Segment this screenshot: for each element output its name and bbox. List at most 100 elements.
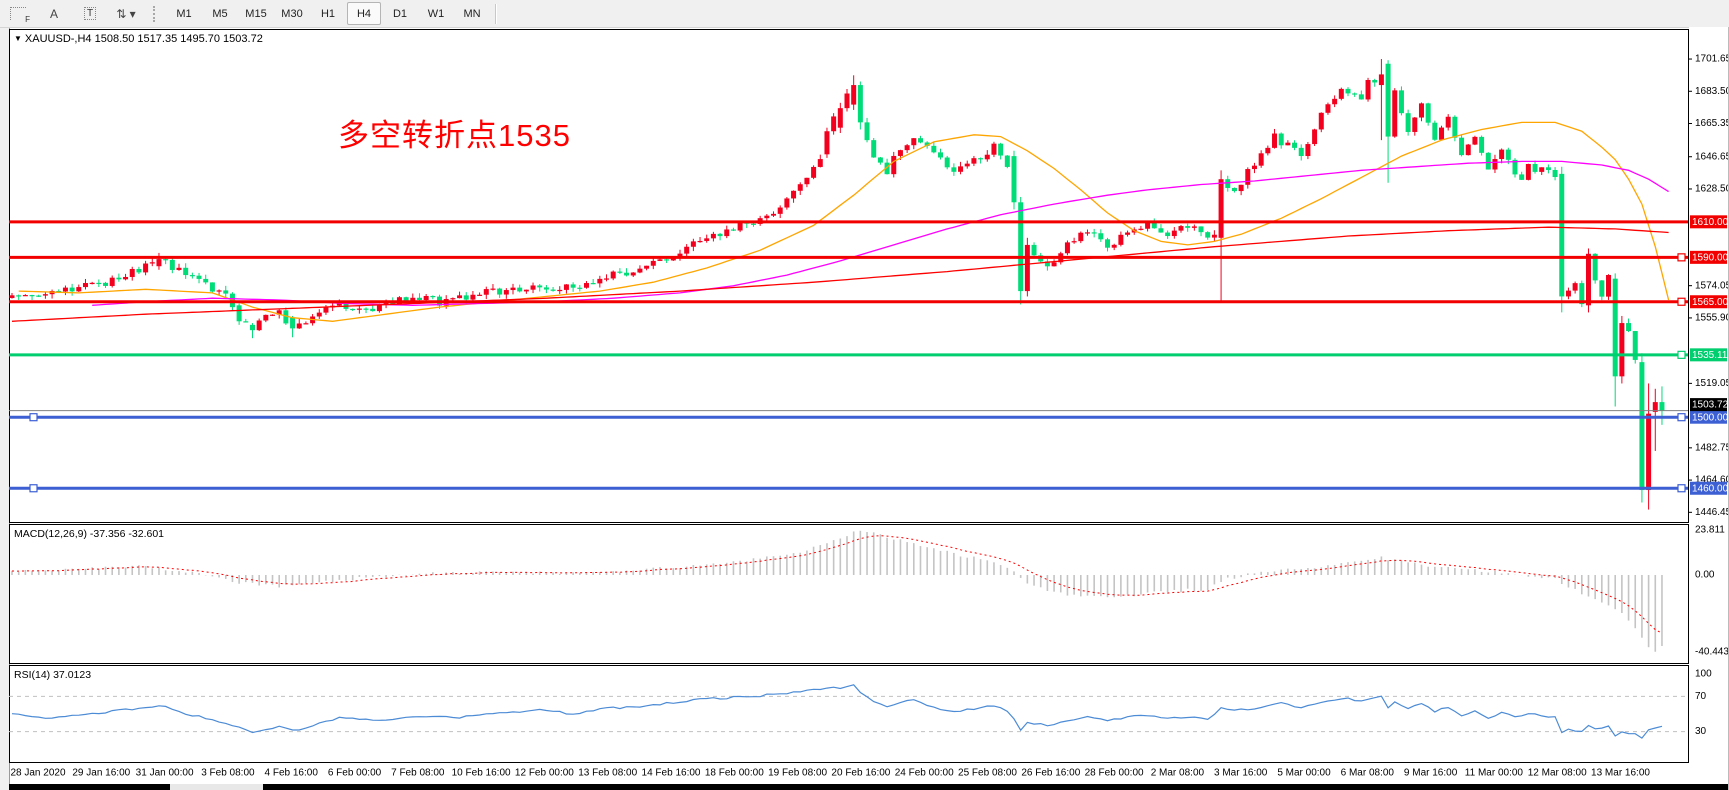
candle bbox=[1105, 239, 1111, 248]
candle bbox=[56, 291, 62, 293]
timeframe-button-m5[interactable]: M5 bbox=[212, 7, 228, 20]
cycle-arrows-icon[interactable]: ⇅ ▾ bbox=[116, 6, 136, 21]
candle bbox=[403, 297, 409, 303]
candle bbox=[877, 157, 883, 163]
label-a-icon[interactable]: A bbox=[49, 6, 58, 21]
candle bbox=[610, 271, 616, 279]
candle bbox=[209, 282, 215, 292]
date-label: 11 Mar 00:00 bbox=[1465, 768, 1524, 779]
timeframe-button-m15[interactable]: M15 bbox=[245, 7, 267, 20]
date-label: 20 Feb 16:00 bbox=[831, 768, 890, 779]
toolbar-separator bbox=[495, 3, 496, 24]
candle bbox=[550, 289, 556, 291]
candle bbox=[523, 289, 529, 292]
candle bbox=[597, 278, 603, 284]
candle bbox=[263, 314, 269, 321]
candle bbox=[644, 265, 650, 269]
level-tag-1500.00: 1500.00 bbox=[1692, 412, 1729, 423]
line-handle[interactable] bbox=[29, 484, 38, 493]
candle bbox=[657, 259, 663, 261]
candle bbox=[851, 85, 857, 105]
timeframe-button-d1[interactable]: D1 bbox=[392, 7, 408, 20]
candle bbox=[483, 289, 489, 295]
macd-pane bbox=[9, 524, 1689, 664]
candle bbox=[203, 278, 209, 283]
current-price-tag-bg bbox=[1690, 398, 1727, 412]
candle bbox=[1619, 323, 1625, 377]
candle bbox=[1098, 233, 1104, 240]
price-tick-label: 1555.90 bbox=[1695, 313, 1729, 324]
candle bbox=[256, 320, 262, 331]
candle bbox=[911, 138, 917, 146]
level-tag-1565.00-bg bbox=[1690, 295, 1727, 309]
level-tag-1500.00-bg bbox=[1690, 410, 1727, 424]
candle bbox=[497, 288, 503, 295]
candle bbox=[998, 143, 1004, 156]
candle bbox=[1459, 137, 1465, 156]
candle bbox=[964, 163, 970, 167]
candle bbox=[1652, 402, 1658, 412]
line-handle[interactable] bbox=[1677, 350, 1686, 359]
candle bbox=[958, 166, 964, 172]
rsi-tick-label: 100 bbox=[1695, 669, 1712, 680]
candle bbox=[1626, 323, 1632, 332]
candle bbox=[1358, 94, 1364, 100]
current-price-tag: 1503.72 bbox=[1692, 400, 1729, 411]
candle bbox=[944, 157, 950, 168]
toolbar-drag-handle[interactable] bbox=[153, 5, 159, 22]
candle bbox=[490, 288, 496, 290]
candle bbox=[583, 283, 589, 288]
candle bbox=[249, 324, 255, 331]
candle bbox=[1572, 283, 1578, 291]
candle bbox=[1125, 232, 1131, 235]
candle bbox=[1405, 113, 1411, 132]
candle bbox=[624, 272, 630, 276]
candle bbox=[270, 314, 276, 316]
level-tag-1460.00-bg bbox=[1690, 481, 1727, 495]
candle bbox=[717, 233, 723, 237]
candle bbox=[1585, 253, 1591, 306]
ma-fast-orange bbox=[18, 121, 1670, 322]
timeframe-button-mn[interactable]: MN bbox=[463, 7, 481, 20]
chevron-down-icon[interactable]: ▼ bbox=[14, 34, 22, 43]
candle bbox=[690, 241, 696, 247]
date-label: 18 Feb 00:00 bbox=[705, 768, 764, 779]
level-tag-1610.00: 1610.00 bbox=[1692, 217, 1729, 228]
candle bbox=[1378, 74, 1384, 86]
date-label: 12 Mar 08:00 bbox=[1528, 768, 1587, 779]
candle bbox=[1338, 88, 1344, 99]
ma-slow-red bbox=[11, 226, 1669, 322]
candle bbox=[931, 145, 937, 153]
chart-annotation-text[interactable]: 多空转折点1535 bbox=[338, 118, 571, 153]
line-handle[interactable] bbox=[1677, 484, 1686, 493]
line-handle[interactable] bbox=[29, 413, 38, 422]
candle bbox=[1198, 226, 1204, 233]
text-box-icon[interactable]: T bbox=[73, 2, 107, 25]
candle bbox=[36, 295, 42, 297]
candle bbox=[503, 290, 509, 295]
ma-mid-magenta bbox=[92, 160, 1669, 306]
timeframe-button-m30[interactable]: M30 bbox=[281, 7, 303, 20]
candle bbox=[1612, 278, 1618, 377]
grid-f-icon[interactable]: F bbox=[1, 2, 35, 25]
bottom-strip bbox=[263, 784, 1729, 790]
price-tick-label: 1446.45 bbox=[1695, 507, 1729, 518]
date-label: 5 Mar 00:00 bbox=[1277, 768, 1331, 779]
candle bbox=[350, 308, 356, 311]
candle bbox=[136, 268, 142, 273]
date-label: 6 Feb 00:00 bbox=[328, 768, 382, 779]
line-handle[interactable] bbox=[1677, 413, 1686, 422]
timeframe-button-h4[interactable]: H4 bbox=[347, 2, 381, 25]
candle bbox=[1258, 153, 1264, 166]
line-handle[interactable] bbox=[1677, 297, 1686, 306]
timeframe-button-w1[interactable]: W1 bbox=[427, 7, 445, 20]
line-handle[interactable] bbox=[1677, 253, 1686, 262]
chart-canvas[interactable]: 1701.65 1683.50 1665.35 1646.65 1628.50 1574.… bbox=[9, 27, 1729, 790]
timeframe-button-m1[interactable]: M1 bbox=[176, 7, 192, 20]
timeframe-button-h1[interactable]: H1 bbox=[320, 7, 336, 20]
candle bbox=[1372, 79, 1378, 83]
candle bbox=[650, 260, 656, 266]
candle bbox=[283, 310, 289, 324]
candle bbox=[804, 177, 810, 185]
candle bbox=[563, 284, 569, 290]
